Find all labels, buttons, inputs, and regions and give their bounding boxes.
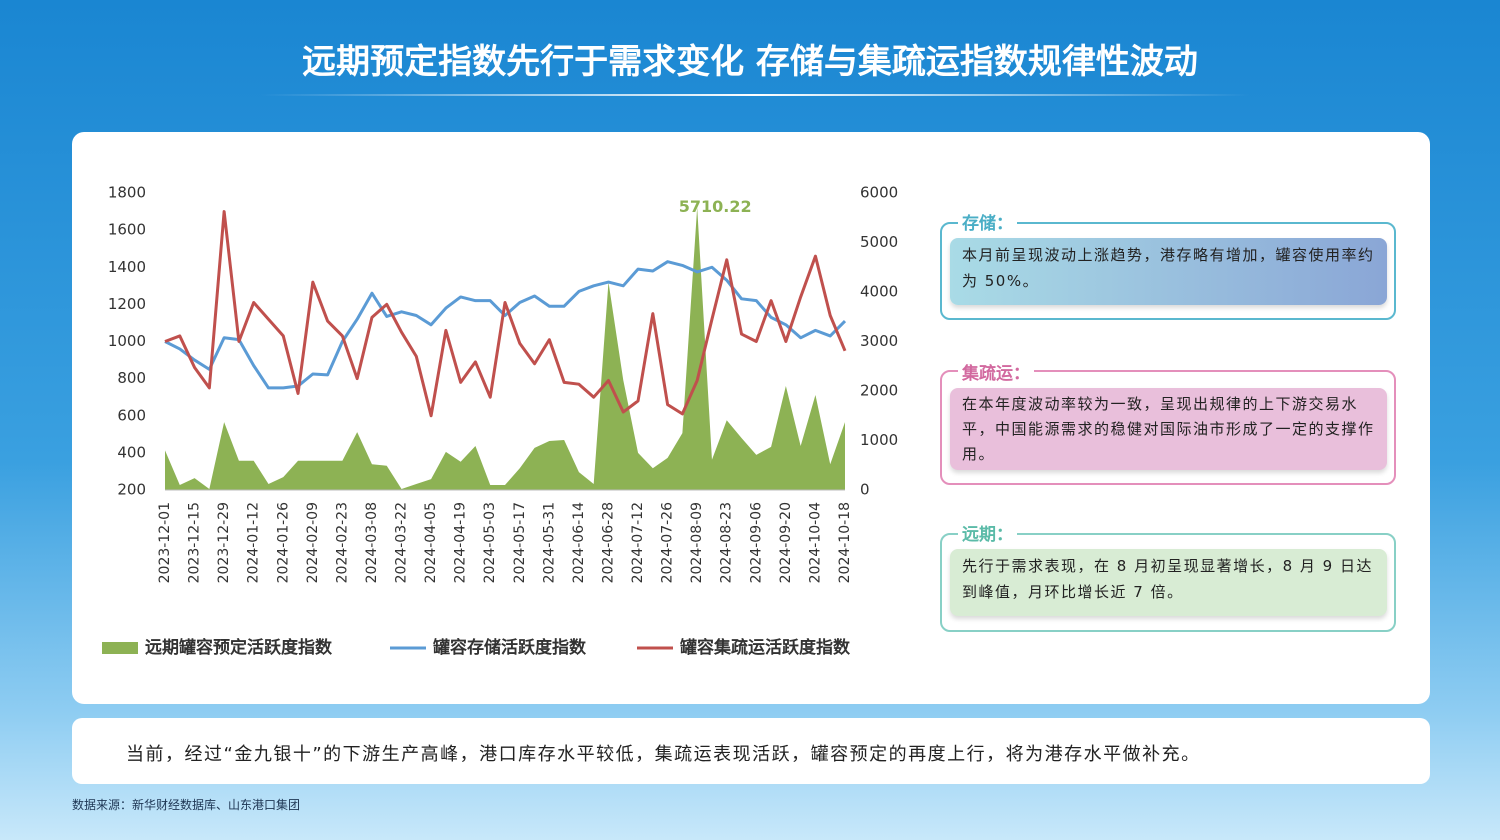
x-tick-label: 2023-12-15 [187,502,203,583]
y2-tick-label: 3000 [860,332,898,350]
page-title: 远期预定指数先行于需求变化 存储与集疏运指数规律性波动 [302,42,1198,82]
y2-tick-label: 5000 [860,233,898,251]
x-tick-label: 2024-04-19 [453,502,469,583]
footer-box [72,718,1430,784]
note-frame [940,533,1396,632]
note-frame [940,370,1396,485]
legend-label: 远期罐容预定活跃度指数 [145,637,333,658]
footer-text: 当前，经过“金九银十”的下游生产高峰，港口库存水平较低，集疏运表现活跃，罐容预定… [126,744,1201,765]
y-tick-label: 600 [117,406,146,424]
x-tick-label: 2024-09-20 [778,502,794,583]
line [164,210,847,418]
x-tick-label: 2024-03-08 [364,502,380,583]
legend-label: 罐容集疏运活跃度指数 [679,637,851,658]
note-text: 本月前呈现波动上涨趋势，港存略有增加，罐容使用率约为 50%。 [950,238,1387,305]
data-label: 5710.22 [679,197,752,216]
x-tick-label: 2024-05-03 [482,502,498,583]
note-text: 先行于需求表现，在 8 月初呈现显著增长，8 月 9 日达到峰值，月环比增长近 … [950,549,1387,616]
x-tick-label: 2024-07-26 [660,502,676,583]
title-rule [260,94,1250,96]
x-tick-label: 2024-01-12 [246,502,262,583]
note-text: 在本年度波动率较为一致，呈现出规律的上下游交易水平，中国能源需求的稳健对国际油市… [950,388,1387,470]
y2-tick-label: 6000 [860,184,898,202]
x-tick-label: 2024-04-05 [423,502,439,583]
y2-tick-label: 2000 [860,382,898,400]
source: 数据来源：新华财经数据库、山东港口集团 [72,798,301,812]
note-title: 存储： [958,209,1017,234]
x-tick-label: 2024-10-18 [837,502,853,583]
x-tick-label: 2023-12-29 [216,502,232,583]
x-tick-label: 2024-02-23 [334,502,350,583]
y2-tick-label: 1000 [860,431,898,449]
x-tick-label: 2024-10-04 [807,502,823,583]
y-tick-label: 400 [117,443,146,461]
note-title: 远期： [958,520,1017,545]
x-tick-label: 2024-06-14 [571,502,587,583]
note-frame [940,222,1396,320]
x-tick-label: 2024-09-06 [748,502,764,583]
x-tick-label: 2024-08-23 [719,502,735,583]
line [164,260,847,390]
area [165,207,845,490]
x-tick-label: 2023-12-01 [157,502,173,583]
legend-label: 罐容存储活跃度指数 [432,637,587,658]
legend-swatch [102,642,138,654]
x-tick-label: 2024-02-09 [305,502,321,583]
y-tick-label: 1600 [108,221,146,239]
x-tick-label: 2024-01-26 [275,502,291,583]
y-tick-label: 800 [117,369,146,387]
y-tick-label: 1800 [108,184,146,202]
x-tick-label: 2024-05-17 [512,502,528,583]
y-tick-label: 1400 [108,258,146,276]
y-tick-label: 1000 [108,332,146,350]
note-title: 集疏运： [958,359,1034,384]
x-tick-label: 2024-06-28 [600,502,616,583]
x-tick-label: 2024-08-09 [689,502,705,583]
y2-tick-label: 4000 [860,283,898,301]
y-tick-label: 200 [117,481,146,499]
y-tick-label: 1200 [108,295,146,313]
x-tick-label: 2024-03-22 [394,502,410,583]
y2-tick-label: 0 [860,481,870,499]
x-tick-label: 2024-05-31 [541,502,557,583]
x-tick-label: 2024-07-12 [630,502,646,583]
